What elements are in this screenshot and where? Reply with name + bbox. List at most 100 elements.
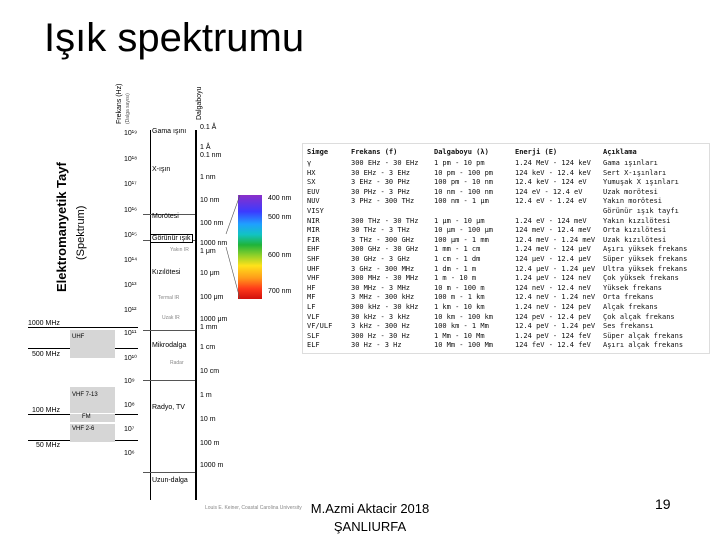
- freq-tick: 10⁷: [124, 426, 135, 433]
- table-row: FIR 3 THz - 300 GHz 100 μm - 1 mm 12.4 meV …: [307, 235, 707, 245]
- region-radio-tv: Radyo, TV: [152, 404, 185, 411]
- region-microwave: Mikrodalga: [152, 342, 187, 349]
- table-cell: Ultra yüksek frekans: [603, 264, 688, 273]
- table-cell: 1 dm - 1 m: [434, 264, 477, 273]
- wavelength-tick: 10 cm: [200, 368, 220, 375]
- freq-tick: 10¹⁴: [124, 257, 138, 264]
- visible-spectrum-gradient: [238, 195, 262, 299]
- table-cell: NUV: [307, 197, 320, 206]
- table-cell: Çok yüksek frekans: [603, 274, 679, 283]
- table-cell: 1.24 neV - 124 peV: [515, 303, 591, 311]
- table-cell: NIR: [307, 216, 320, 225]
- wavelength-tick: 0.1 Å: [200, 124, 217, 131]
- table-row: VISY Görünür ışık tayfı: [307, 206, 707, 216]
- vis-nm-label: 600 nm: [268, 252, 292, 259]
- table-cell: 10 Mm - 100 Mm: [434, 341, 494, 350]
- table-cell: HF: [307, 283, 316, 292]
- table-header: Enerji (E): [515, 148, 558, 156]
- table-cell: 10 km - 100 km: [434, 312, 494, 321]
- table-cell: Görünür ışık tayfı: [603, 207, 679, 215]
- slide-title: Işık spektrumu: [44, 16, 305, 60]
- table-row: VHF 300 MHz - 30 MHz 1 m - 10 m 1.24 μeV - …: [307, 273, 707, 283]
- table-cell: 1 μm - 10 μm: [434, 216, 485, 225]
- region-gamma: Gama ışını: [152, 128, 187, 135]
- table-cell: Uzak morötesi: [603, 187, 658, 196]
- table-cell: 30 THz - 3 THz: [351, 226, 411, 235]
- table-cell: 3 THz - 300 GHz: [351, 235, 415, 244]
- left-freq-label: 1000 MHz: [28, 320, 60, 327]
- table-cell: 12.4 peV - 1.24 peV: [515, 322, 596, 331]
- freq-tick: 10⁹: [124, 378, 135, 385]
- table-cell: 12.4 keV - 124 eV: [515, 178, 587, 187]
- table-cell: 124 μeV - 12.4 μeV: [515, 255, 591, 263]
- wavelength-tick: 10 μm: [200, 270, 220, 277]
- table-cell: 300 GHz - 30 GHz: [351, 245, 419, 254]
- table-row: MIR 30 THz - 3 THz 10 μm - 100 μm 124 meV -…: [307, 225, 707, 235]
- table-cell: 124 keV - 12.4 keV: [515, 168, 591, 177]
- region-visible: Görünür ışık: [150, 234, 193, 243]
- table-cell: MIR: [307, 226, 320, 235]
- uhf-label: UHF: [72, 334, 85, 340]
- table-row: LF 300 kHz - 30 kHz 1 km - 10 km 1.24 neV -…: [307, 302, 707, 312]
- table-cell: 1.24 eV - 124 meV: [515, 216, 587, 225]
- table-cell: 1.24 peV - 124 feV: [515, 331, 591, 340]
- table-cell: LF: [307, 303, 316, 311]
- table-cell: 1.24 MeV - 124 keV: [515, 159, 591, 167]
- table-cell: VF/ULF: [307, 322, 333, 331]
- table-cell: 124 neV - 12.4 neV: [515, 283, 591, 292]
- footer-author: M.Azmi Aktacir 2018: [310, 501, 430, 516]
- table-cell: 30 PHz - 3 PHz: [351, 187, 411, 196]
- table-cell: 100 μm - 1 mm: [434, 235, 489, 244]
- uhf-band: [70, 330, 115, 358]
- table-cell: FIR: [307, 235, 320, 244]
- freq-tick: 10⁸: [124, 402, 135, 409]
- divider: [143, 472, 195, 473]
- freq-tick: 10⁶: [124, 450, 135, 457]
- table-row: SX 3 EHz - 30 PHz 100 pm - 10 nm 12.4 keV -…: [307, 177, 707, 187]
- table-cell: VISY: [307, 207, 324, 215]
- table-cell: 30 EHz - 3 EHz: [351, 168, 411, 177]
- table-cell: 300 THz - 30 THz: [351, 216, 419, 225]
- table-row: SLF 300 Hz - 30 Hz 1 Mm - 10 Mm 1.24 peV - …: [307, 331, 707, 341]
- table-cell: 10 nm - 100 nm: [434, 187, 494, 196]
- wavelength-tick: 1000 m: [200, 462, 224, 469]
- table-cell: Yumuşak X ışınları: [603, 178, 679, 187]
- thermal-ir-label: Termal IR: [158, 295, 180, 301]
- table-cell: EHF: [307, 245, 320, 254]
- table-cell: Gama ışınları: [603, 159, 658, 167]
- table-cell: 300 MHz - 30 MHz: [351, 274, 419, 283]
- vhf-high-label: VHF 7-13: [72, 392, 98, 398]
- vis-nm-label: 400 nm: [268, 195, 292, 202]
- table-cell: 12.4 meV - 1.24 meV: [515, 235, 596, 244]
- vis-nm-label: 700 nm: [268, 288, 292, 295]
- fm-label: FM: [82, 414, 91, 420]
- band-line: [28, 327, 138, 328]
- region-infrared: Kızılötesi: [152, 269, 181, 276]
- page-number: 19: [655, 496, 671, 512]
- table-cell: 300 Hz - 30 Hz: [351, 331, 411, 340]
- table-cell: 100 m - 1 km: [434, 293, 485, 302]
- table-row: HF 30 MHz - 3 MHz 10 m - 100 m 124 neV - 12…: [307, 283, 707, 293]
- table-cell: 124 peV - 12.4 peV: [515, 312, 591, 321]
- table-cell: 100 km - 1 Mm: [434, 322, 489, 331]
- table-cell: 30 GHz - 3 GHz: [351, 255, 411, 263]
- table-cell: SX: [307, 178, 316, 187]
- freq-tick: 10¹³: [124, 282, 137, 289]
- left-freq-label: 50 MHz: [36, 442, 61, 449]
- vhf-high-band: [70, 387, 115, 413]
- table-cell: Yakın morötesi: [603, 197, 663, 206]
- freq-tick: 10¹⁶: [124, 207, 137, 214]
- table-cell: 3 MHz - 300 kHz: [351, 293, 415, 302]
- wavelength-tick: 1 μm: [200, 248, 216, 255]
- table-row: ELF 30 Hz - 3 Hz 10 Mm - 100 Mm 124 feV - 1…: [307, 340, 707, 350]
- table-row: γ 300 EHz - 30 EHz 1 pm - 10 pm 1.24 MeV - …: [307, 158, 707, 168]
- vhf-low-label: VHF 2-6: [72, 426, 95, 432]
- wavelength-tick: 1 Å: [200, 144, 211, 151]
- table-cell: 1.24 meV - 124 μeV: [515, 245, 591, 254]
- table-header: Simge: [307, 148, 329, 156]
- table-cell: SHF: [307, 255, 320, 263]
- table-cell: VHF: [307, 274, 320, 283]
- freq-tick: 10¹⁹: [124, 130, 138, 137]
- divider: [143, 214, 195, 215]
- table-row: HX 30 EHz - 3 EHz 10 pm - 100 pm 124 keV - …: [307, 168, 707, 178]
